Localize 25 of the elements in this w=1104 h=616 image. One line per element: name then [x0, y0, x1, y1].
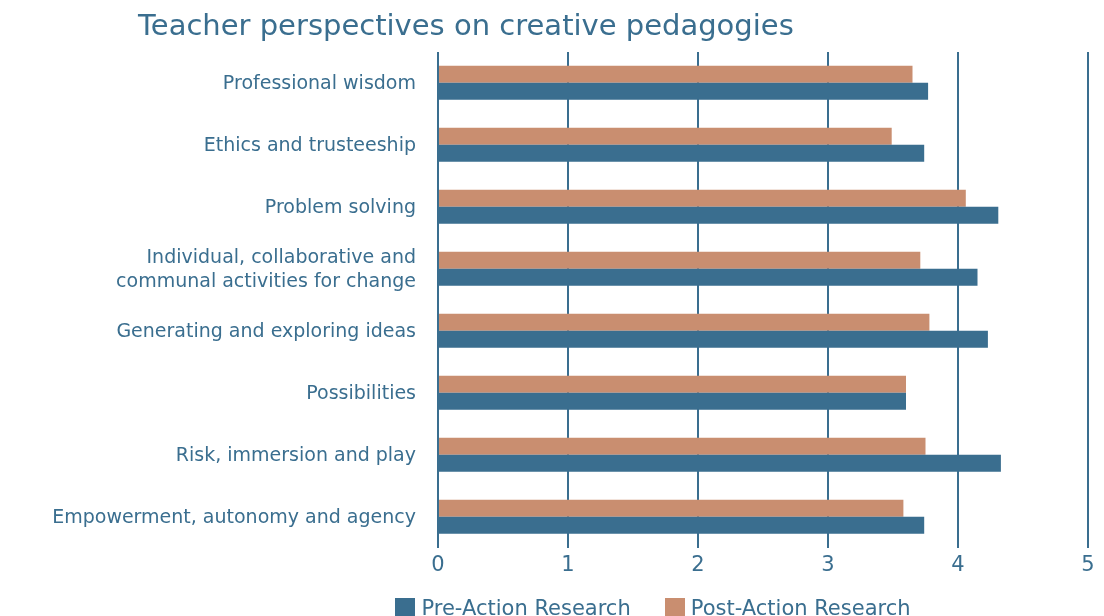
bar	[438, 251, 921, 269]
y-tick-label: Professional wisdom	[222, 70, 416, 93]
chart-title: Teacher perspectives on creative pedagogies	[138, 8, 795, 42]
bar	[438, 65, 913, 83]
y-tick-label: Problem solving	[264, 194, 416, 217]
bar	[438, 189, 966, 207]
bar	[438, 499, 904, 517]
y-tick-label: Risk, immersion and play	[175, 442, 416, 465]
y-tick-label: Ethics and trusteeship	[203, 132, 416, 155]
bar	[438, 127, 892, 145]
bar	[438, 313, 930, 331]
y-tick-label: Individual, collaborative and communal activities for change	[116, 244, 416, 291]
x-tick-label: 3	[821, 551, 835, 576]
x-tick-label: 1	[561, 551, 575, 576]
y-tick-label: Possibilities	[306, 380, 416, 403]
legend-label: Post-Action Research	[689, 596, 911, 616]
x-tick-label: 5	[1081, 551, 1095, 576]
x-tick-label: 2	[691, 551, 705, 576]
x-tick-label: 4	[951, 551, 965, 576]
x-tick-label: 0	[431, 551, 445, 576]
bar	[438, 437, 926, 455]
y-tick-label: Empowerment, autonomy and agency	[52, 504, 416, 527]
y-tick-label: Generating and exploring ideas	[116, 318, 416, 341]
legend-label: Pre-Action Research	[420, 596, 631, 616]
bar	[438, 375, 906, 393]
